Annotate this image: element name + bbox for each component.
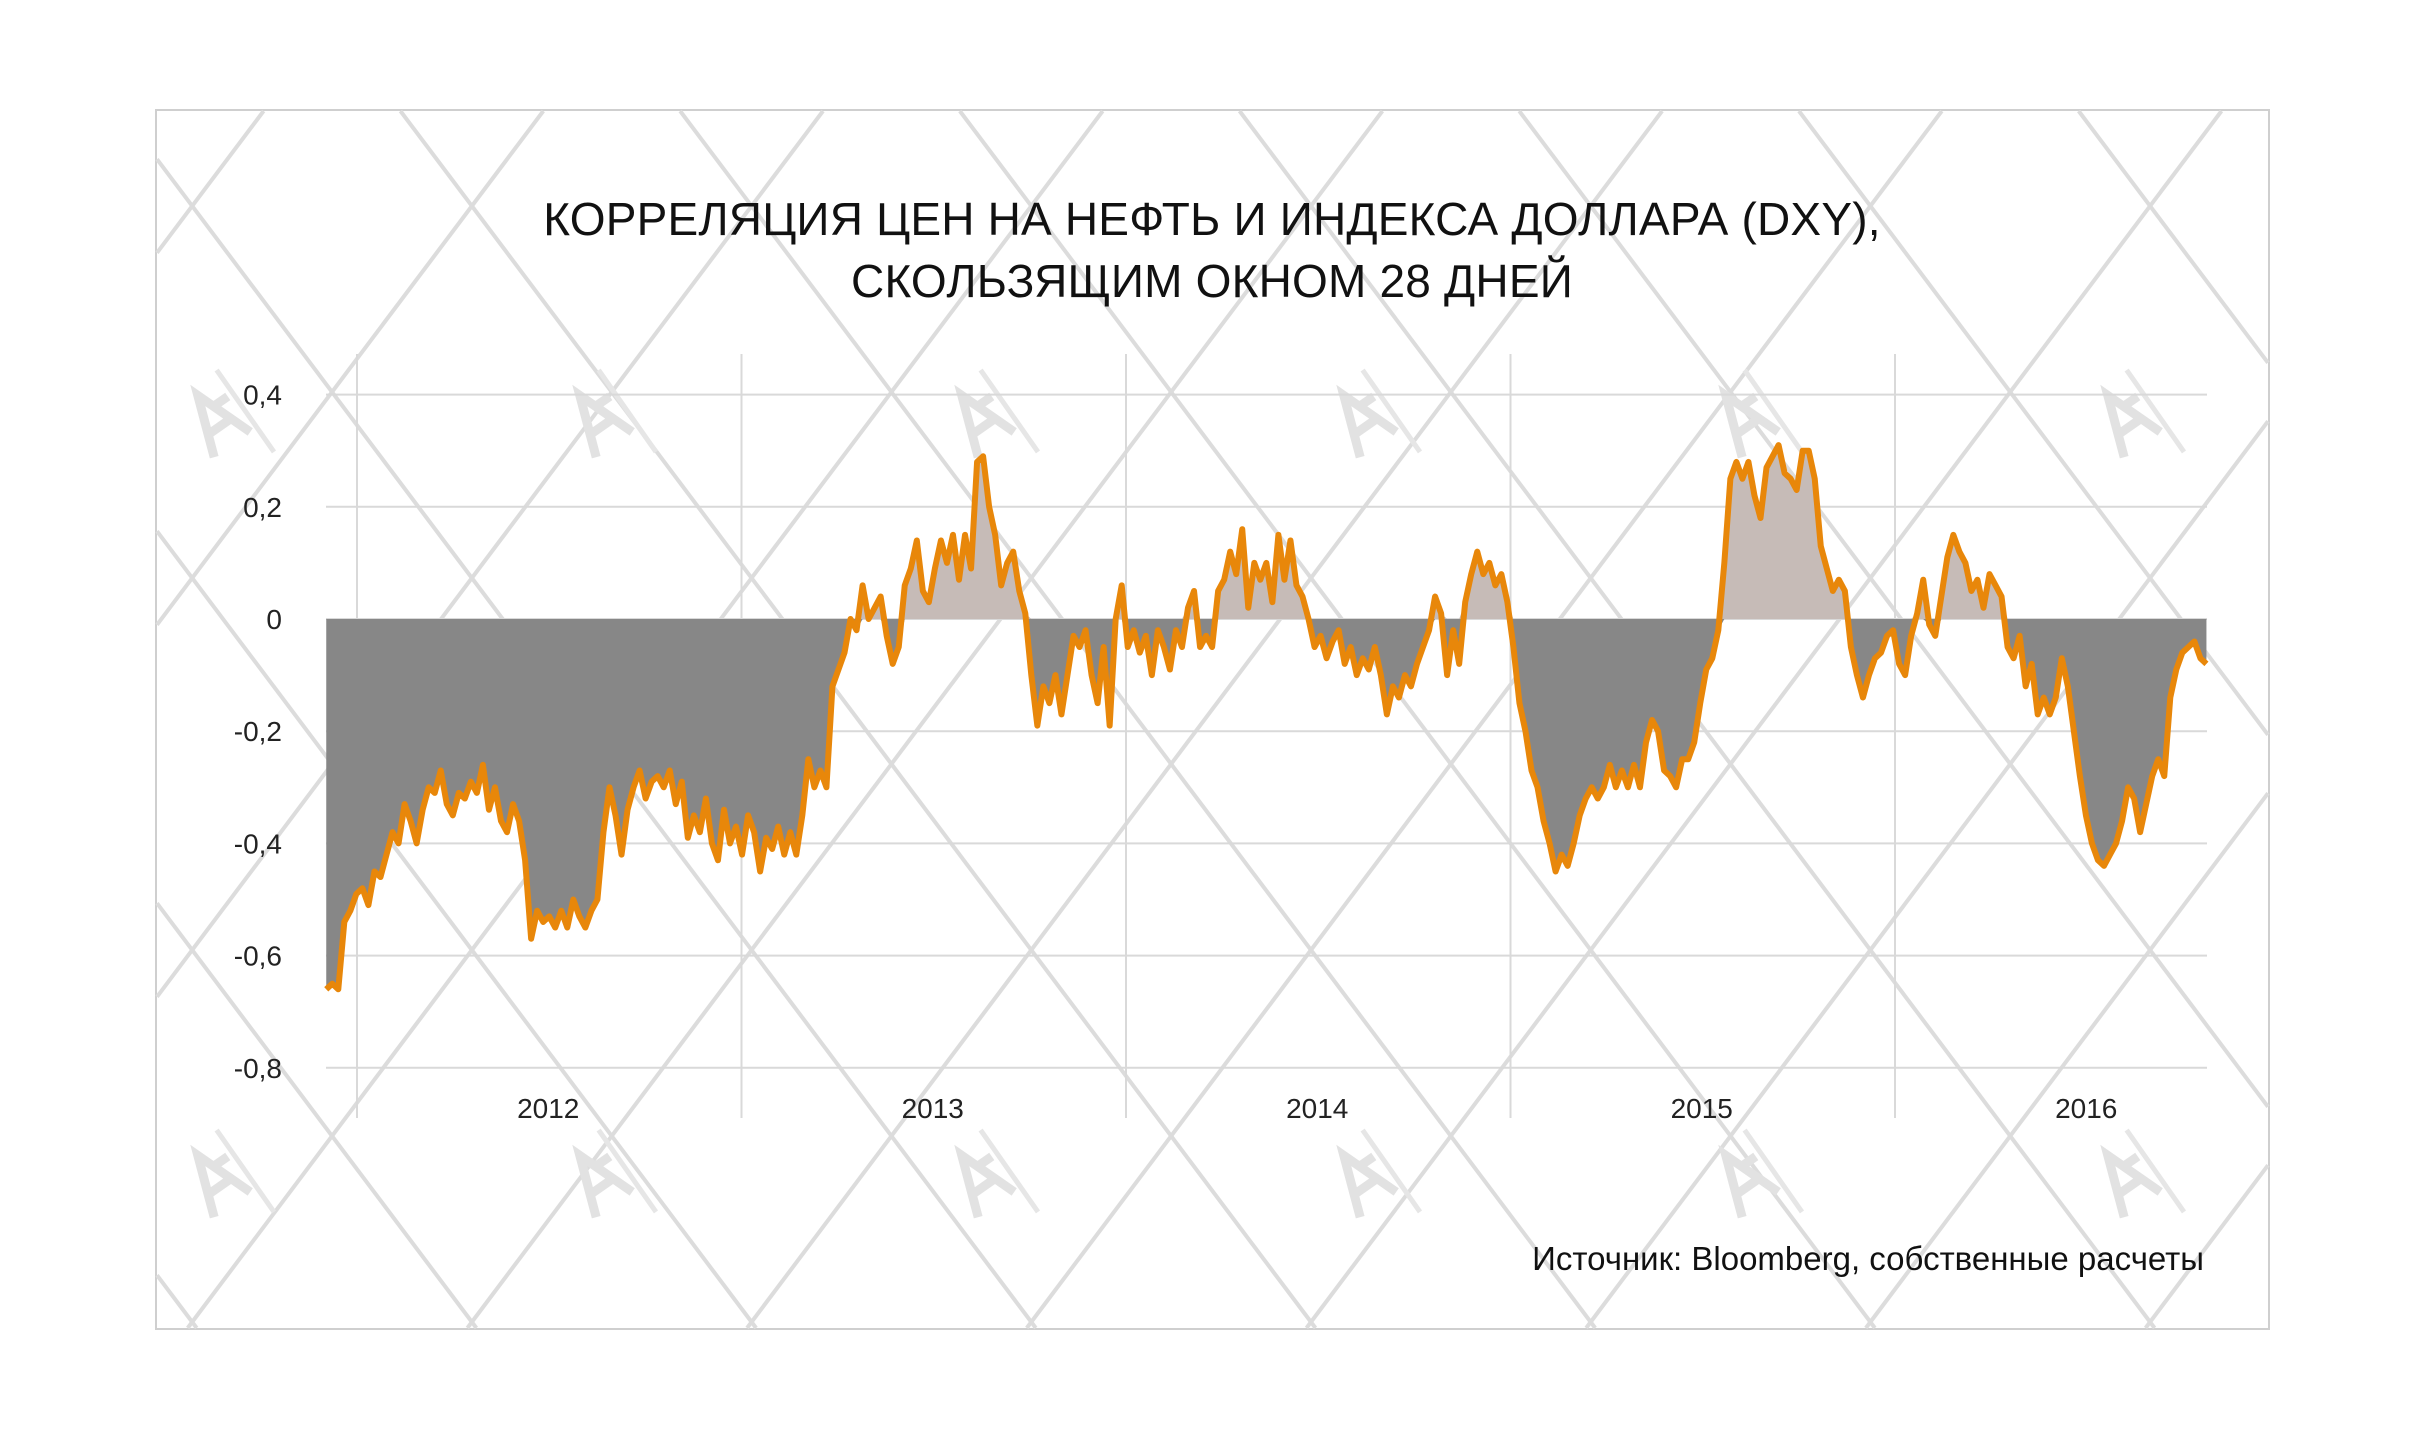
watermark-logo-icon xyxy=(572,368,659,459)
series-line xyxy=(324,442,2209,993)
watermark-bar xyxy=(1360,1128,1423,1214)
correlation-line xyxy=(324,442,2209,993)
chart-title-line1: КОРРЕЛЯЦИЯ ЦЕН НА НЕФТЬ И ИНДЕКСА ДОЛЛАР… xyxy=(543,193,1881,245)
watermark-bar xyxy=(1742,368,1805,454)
watermark-line xyxy=(155,109,825,998)
watermark-a-mark xyxy=(1336,1144,1399,1219)
negative-area xyxy=(326,619,2207,990)
watermark-a-mark xyxy=(190,1144,253,1219)
watermark-line xyxy=(1517,109,2270,1109)
watermark-logo-icon xyxy=(190,368,277,459)
y-tick-label: -0,4 xyxy=(234,828,282,859)
y-tick-label: 0,4 xyxy=(243,380,282,411)
watermark-line xyxy=(1304,109,2224,1330)
watermark-logo-icon xyxy=(572,1128,659,1219)
watermark-logo-icon xyxy=(2100,368,2187,459)
x-tick-label: 2013 xyxy=(902,1093,964,1124)
x-tick-label: 2015 xyxy=(1671,1093,1733,1124)
watermark-logo-icon xyxy=(954,368,1041,459)
watermark-line xyxy=(155,109,266,254)
watermark-logo-icon xyxy=(954,1128,1041,1219)
watermark-line xyxy=(2143,1163,2270,1330)
watermark-line xyxy=(155,109,545,626)
watermark-line xyxy=(155,530,758,1330)
watermark-line xyxy=(465,109,1385,1330)
y-axis-ticks: 0,4 0,2 0 -0,2 -0,4 -0,6 -0,8 xyxy=(234,380,282,1084)
watermark-logo-icon xyxy=(2100,1128,2187,1219)
watermark-a-mark xyxy=(1718,1144,1781,1219)
watermark-a-mark xyxy=(572,1144,635,1219)
y-tick-label: -0,2 xyxy=(234,716,282,747)
watermark-bar xyxy=(978,1128,1041,1214)
y-tick-label: -0,8 xyxy=(234,1053,282,1084)
watermark-line xyxy=(398,109,1318,1330)
watermark-bar xyxy=(596,368,659,454)
x-tick-label: 2012 xyxy=(517,1093,579,1124)
watermark-pattern xyxy=(155,109,2270,1330)
watermark-logo-icon xyxy=(1336,1128,1423,1219)
watermark-line xyxy=(678,109,1597,1330)
x-tick-label: 2016 xyxy=(2055,1093,2117,1124)
watermark-bar xyxy=(214,368,277,454)
watermark-line xyxy=(1025,109,1944,1330)
chart-frame xyxy=(155,109,2270,1330)
source-note: Источник: Bloomberg, собственные расчеты xyxy=(1532,1240,2204,1277)
watermark-a-mark xyxy=(2100,384,2163,459)
watermark-line xyxy=(1584,419,2270,1330)
x-tick-label: 2014 xyxy=(1286,1093,1348,1124)
watermark-bar xyxy=(1742,1128,1805,1214)
watermark-logo-icon xyxy=(1718,368,1805,459)
watermark-line xyxy=(155,1274,199,1330)
watermark-line xyxy=(155,902,478,1330)
chart-title-line2: СКОЛЬЗЯЩИМ ОКНОМ 28 ДНЕЙ xyxy=(851,255,1573,307)
watermark-bar xyxy=(596,1128,659,1214)
watermark-bar xyxy=(2124,368,2187,454)
x-axis-ticks: 2012 2013 2014 2015 2016 xyxy=(517,1093,2117,1124)
watermark-logo-icon xyxy=(190,1128,277,1219)
watermark-a-mark xyxy=(954,384,1017,459)
watermark-line xyxy=(958,109,1877,1330)
watermark-logo-icon xyxy=(1718,1128,1805,1219)
watermark-bar xyxy=(214,1128,277,1214)
watermark-line xyxy=(2077,109,2270,365)
watermark-a-mark xyxy=(190,384,253,459)
watermark-line xyxy=(1864,791,2270,1330)
watermark-a-mark xyxy=(2100,1144,2163,1219)
series-areas xyxy=(326,445,2207,990)
y-tick-label: 0 xyxy=(266,604,282,635)
watermark-line xyxy=(745,109,1664,1330)
watermark-logo-icon xyxy=(1336,368,1423,459)
watermark-a-mark xyxy=(954,1144,1017,1219)
watermark-bar xyxy=(1360,368,1423,454)
watermark-a-mark xyxy=(1336,384,1399,459)
y-tick-label: -0,6 xyxy=(234,941,282,972)
watermark-bar xyxy=(2124,1128,2187,1214)
y-tick-label: 0,2 xyxy=(243,492,282,523)
positive-area xyxy=(326,445,2207,619)
watermark-bar xyxy=(978,368,1041,454)
